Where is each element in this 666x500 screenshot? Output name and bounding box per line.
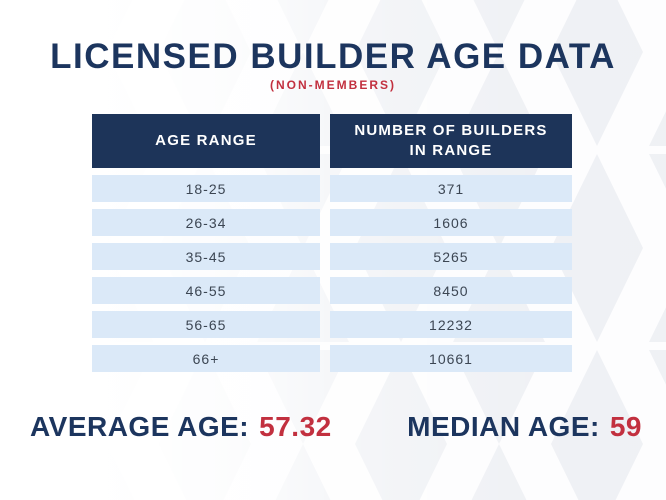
page-title: LICENSED BUILDER AGE DATA bbox=[50, 37, 616, 76]
average-age-label: AVERAGE AGE: bbox=[30, 411, 250, 442]
table-cell-age-range: 66+ bbox=[92, 345, 320, 372]
median-age-label: MEDIAN AGE: bbox=[407, 411, 600, 442]
table-cell-age-range: 18-25 bbox=[92, 175, 320, 202]
table-cell-count: 1606 bbox=[330, 209, 572, 236]
table-cell-count: 12232 bbox=[330, 311, 572, 338]
table-cell-age-range: 56-65 bbox=[92, 311, 320, 338]
table-cell-count: 371 bbox=[330, 175, 572, 202]
median-age-stat: MEDIAN AGE: 59 bbox=[407, 411, 642, 443]
table-header-age-range: AGE RANGE bbox=[92, 114, 320, 168]
table-cell-count: 5265 bbox=[330, 243, 572, 270]
summary-stats: AVERAGE AGE: 57.32 MEDIAN AGE: 59 bbox=[30, 411, 642, 443]
median-age-value: 59 bbox=[609, 411, 642, 442]
table-cell-count: 10661 bbox=[330, 345, 572, 372]
table-header-builder-count: NUMBER OF BUILDERS IN RANGE bbox=[330, 114, 572, 168]
page-subtitle: (NON-MEMBERS) bbox=[270, 78, 396, 92]
average-age-value: 57.32 bbox=[259, 411, 332, 442]
table-cell-count: 8450 bbox=[330, 277, 572, 304]
table-cell-age-range: 35-45 bbox=[92, 243, 320, 270]
table-cell-age-range: 46-55 bbox=[92, 277, 320, 304]
table-cell-age-range: 26-34 bbox=[92, 209, 320, 236]
age-data-table: AGE RANGE NUMBER OF BUILDERS IN RANGE 18… bbox=[92, 114, 572, 372]
average-age-stat: AVERAGE AGE: 57.32 bbox=[30, 411, 332, 443]
